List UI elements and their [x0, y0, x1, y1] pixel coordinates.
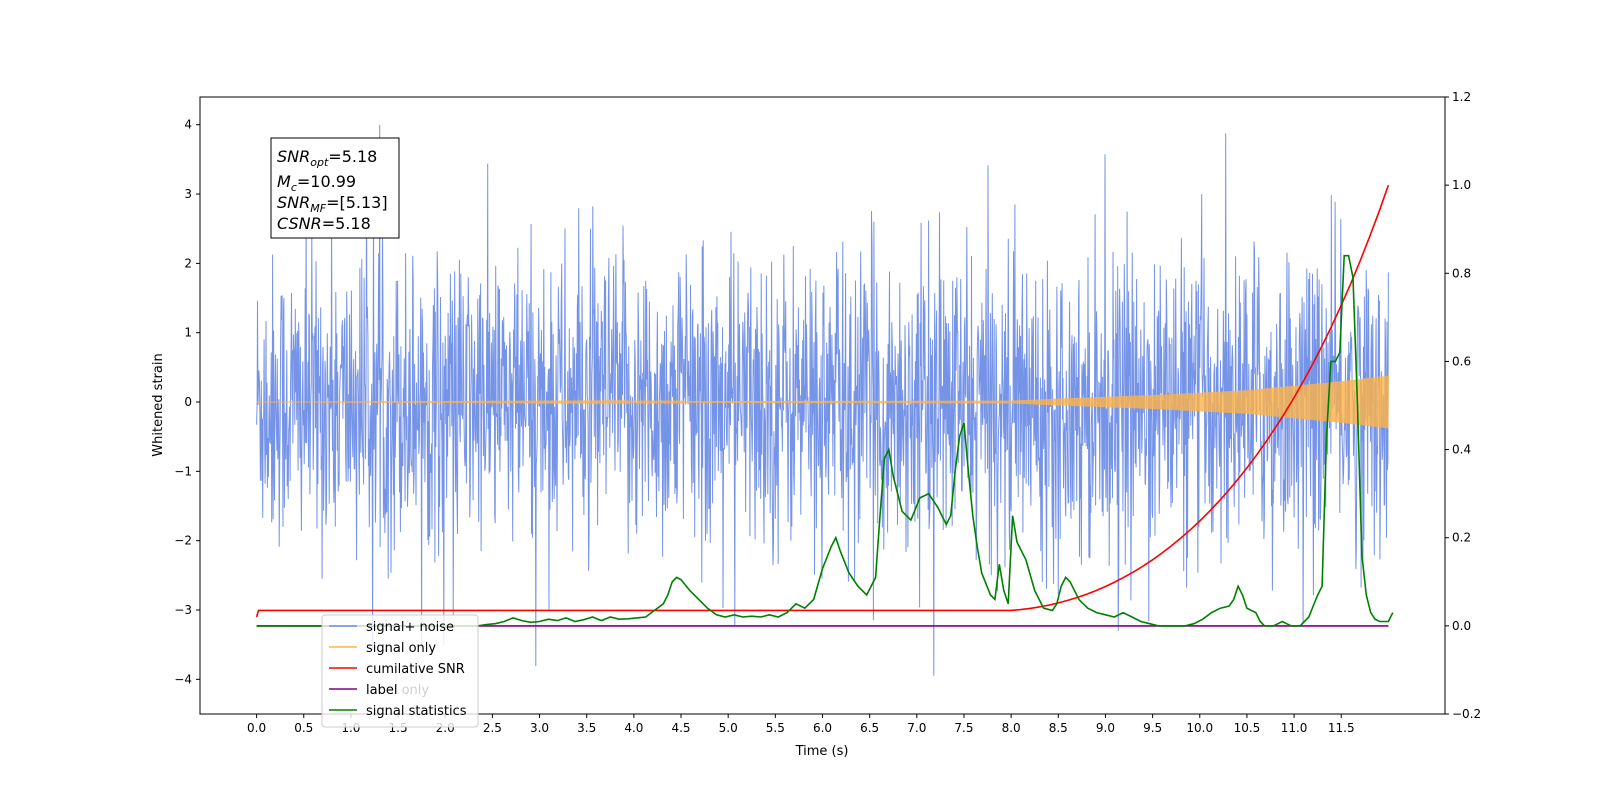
mc-sub: c [291, 181, 297, 194]
x-tick-label: 5.0 [719, 721, 738, 735]
snr-mf-value: =[5.13] [326, 193, 388, 212]
snr-opt-sub: opt [310, 156, 329, 169]
y2-tick-label: 0.4 [1452, 443, 1471, 457]
x-tick-label: 7.5 [954, 721, 973, 735]
x-tick-label: 10.5 [1234, 721, 1261, 735]
snr-mf-sub: MF [310, 202, 326, 215]
y-tick-label: −3 [174, 603, 192, 617]
x-tick-label: 3.0 [530, 721, 549, 735]
x-tick-label: 8.5 [1049, 721, 1068, 735]
annotation-frame [270, 137, 400, 239]
x-tick-label: 10.0 [1186, 721, 1213, 735]
signal-only-series [256, 375, 1389, 429]
y-tick-label: −4 [174, 672, 192, 686]
mc-text: Mc=10.99 [277, 172, 356, 194]
y-tick-label: 1 [184, 326, 192, 340]
y2-tick-label: 0.6 [1452, 354, 1471, 368]
legend-label-csnr: cumilative SNR [366, 662, 465, 677]
y-axis-left: 4 3 2 1 0 −1 −2 −3 −4 [174, 118, 200, 686]
x-tick-label: 7.0 [907, 721, 926, 735]
y2-tick-label: 0.8 [1452, 266, 1471, 280]
legend: signal+ noise signal only cumilative SNR… [321, 614, 479, 728]
y-tick-label: 0 [184, 395, 192, 409]
snr-opt-text: SNRopt=5.18 [277, 147, 377, 169]
signal-noise-line [256, 124, 1389, 676]
y-axis-right: 1.2 1.0 0.8 0.6 0.4 0.2 0.0 −0.2 [1445, 90, 1481, 721]
y2-tick-label: 1.2 [1452, 90, 1471, 104]
x-tick-label: 4.5 [671, 721, 690, 735]
x-tick-label: 3.5 [577, 721, 596, 735]
x-tick-label: 5.5 [766, 721, 785, 735]
legend-label-noise: signal+ noise [366, 620, 454, 635]
signal-noise-series [256, 124, 1389, 676]
y-tick-label: 2 [184, 256, 192, 270]
x-tick-label: 2.5 [483, 721, 502, 735]
x-tick-label: 11.5 [1328, 721, 1355, 735]
legend-label-label-only: label only [366, 683, 429, 698]
snr-opt-name: SNR [277, 147, 310, 166]
x-tick-label: 11.0 [1281, 721, 1308, 735]
snr-mf-text: SNRMF=[5.13] [277, 193, 388, 215]
csnr-value: =5.18 [322, 214, 371, 233]
y-tick-label: −2 [174, 534, 192, 548]
x-axis-label: Time (s) [795, 744, 849, 759]
y-tick-label: 3 [184, 187, 192, 201]
signal-only-line [256, 375, 1389, 429]
csnr-text: CSNR=5.18 [277, 214, 371, 233]
x-tick-label: 6.5 [860, 721, 879, 735]
y2-tick-label: 1.0 [1452, 178, 1471, 192]
y-tick-label: 4 [184, 118, 192, 132]
csnr-name: CSNR [277, 214, 322, 233]
x-tick-label: 9.5 [1143, 721, 1162, 735]
snr-opt-value: =5.18 [328, 147, 377, 166]
x-tick-label: 9.0 [1096, 721, 1115, 735]
snr-mf-name: SNR [277, 193, 310, 212]
x-tick-label: 4.0 [624, 721, 643, 735]
x-tick-label: 8.0 [1002, 721, 1021, 735]
signal-statistics-line [256, 254, 1394, 627]
legend-label-stats: signal statistics [366, 704, 467, 719]
mc-name: M [277, 172, 291, 191]
y-tick-label: −1 [174, 464, 192, 478]
annotation-box: SNRopt=5.18 Mc=10.99 SNRMF=[5.13] CSNR=5… [270, 137, 400, 239]
mc-value: =10.99 [297, 172, 356, 191]
y2-tick-label: 0.0 [1452, 619, 1471, 633]
x-tick-label: 0.0 [247, 721, 266, 735]
legend-label-label: label [366, 683, 397, 698]
legend-label-signal: signal only [366, 641, 436, 656]
y-axis-label: Whitened strain [151, 353, 166, 456]
x-tick-label: 6.0 [813, 721, 832, 735]
y2-tick-label: −0.2 [1452, 707, 1481, 721]
y2-tick-label: 0.2 [1452, 531, 1471, 545]
x-axis: 0.0 0.5 1.0 1.5 2.0 2.5 3.0 3.5 4.0 4.5 5.0 5.5 6.0 6… [247, 714, 1355, 735]
x-tick-label: 0.5 [294, 721, 313, 735]
legend-frame [321, 614, 479, 728]
cumulative-snr-line [255, 184, 1390, 618]
